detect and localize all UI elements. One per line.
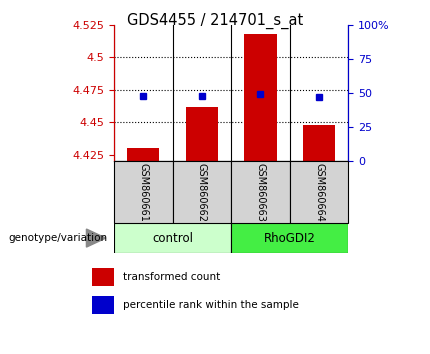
Bar: [303, 125, 335, 161]
Bar: [92, 296, 114, 314]
Bar: [114, 161, 172, 223]
Text: GSM860663: GSM860663: [255, 162, 265, 222]
Text: transformed count: transformed count: [123, 272, 220, 282]
Bar: [172, 161, 231, 223]
Bar: [231, 223, 348, 253]
Polygon shape: [86, 229, 106, 247]
Text: control: control: [152, 232, 193, 245]
Text: RhoGDI2: RhoGDI2: [264, 232, 316, 245]
Text: GSM860664: GSM860664: [314, 162, 324, 222]
Text: GDS4455 / 214701_s_at: GDS4455 / 214701_s_at: [127, 12, 303, 29]
Text: percentile rank within the sample: percentile rank within the sample: [123, 300, 298, 310]
Bar: [92, 268, 114, 286]
Bar: [186, 107, 218, 161]
Bar: [114, 223, 231, 253]
Bar: [127, 148, 160, 161]
Bar: [290, 161, 348, 223]
Text: GSM860661: GSM860661: [138, 162, 148, 222]
Bar: [244, 34, 276, 161]
Text: genotype/variation: genotype/variation: [9, 233, 108, 243]
Text: GSM860662: GSM860662: [197, 162, 207, 222]
Bar: [231, 161, 290, 223]
